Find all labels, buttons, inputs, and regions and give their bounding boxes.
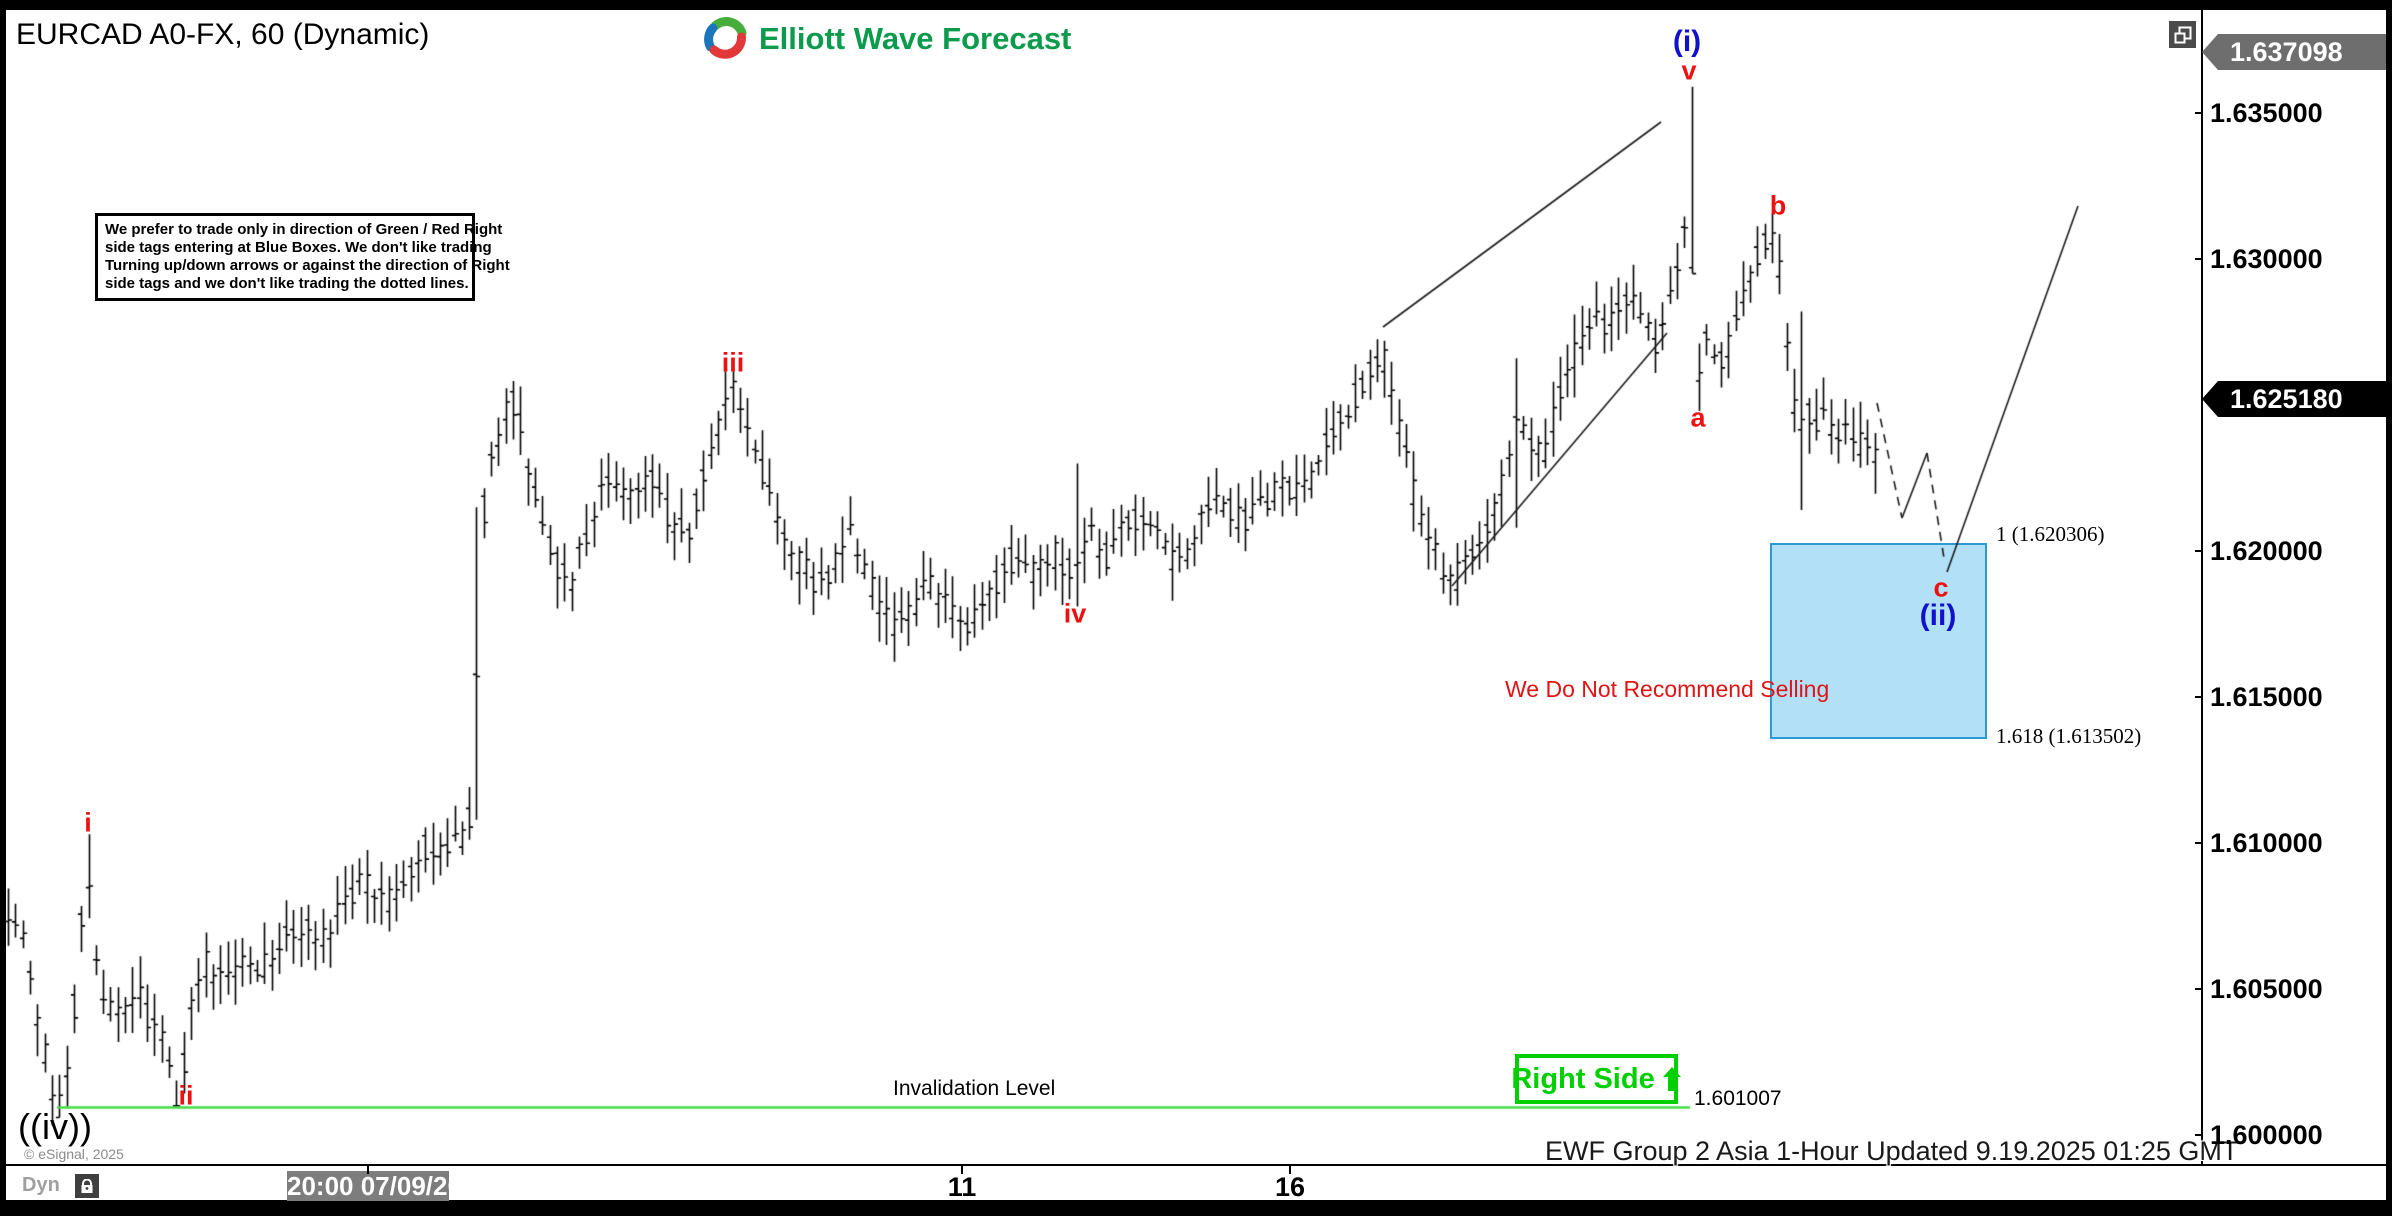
ewf-footer-note: EWF Group 2 Asia 1-Hour Updated 9.19.202…: [1545, 1136, 2239, 1166]
disclaimer-line: side tags and we don't like trading the …: [105, 275, 469, 292]
time-axis-label-11[interactable]: 11: [947, 1172, 977, 1202]
wave-label-b[interactable]: b: [1769, 190, 1787, 221]
right-side-label: Right Side: [1511, 1062, 1655, 1095]
esignal-copyright: © eSignal, 2025: [24, 1146, 124, 1162]
price-tick-mark: [2195, 1134, 2202, 1136]
up-arrow-icon: [1662, 1066, 1682, 1092]
price-tick-mark: [2195, 696, 2202, 698]
price-axis-label[interactable]: 1.615000: [2210, 682, 2323, 712]
brand-name: Elliott Wave Forecast: [759, 21, 1072, 56]
price-axis-label[interactable]: 1.605000: [2210, 974, 2323, 1004]
time-tick-mark: [961, 1166, 963, 1174]
wave-label-c[interactable]: c: [1933, 572, 1949, 603]
wave-label-iii[interactable]: iii: [721, 347, 745, 378]
session-high-tag: 1.637098: [2202, 34, 2386, 70]
degree-label: ((iv)): [18, 1106, 92, 1147]
price-axis-label[interactable]: 1.630000: [2210, 244, 2323, 274]
last-price-tag: 1.625180: [2202, 381, 2386, 417]
no-sell-warning: We Do Not Recommend Selling: [1505, 676, 1830, 702]
wave-label-iv[interactable]: iv: [1063, 598, 1087, 629]
time-tick-mark: [367, 1166, 369, 1174]
lock-icon[interactable]: [75, 1174, 99, 1198]
price-axis-label[interactable]: 1.620000: [2210, 536, 2323, 566]
price-axis-label[interactable]: 1.635000: [2210, 98, 2323, 128]
price-tick-mark: [2195, 988, 2202, 990]
time-axis-divider: [6, 1164, 2386, 1166]
time-tick-mark: [1289, 1166, 1291, 1174]
brand-logo: Elliott Wave Forecast: [703, 16, 1071, 62]
session-date-tag: 20:00 07/09/2025: [287, 1171, 491, 1201]
wave-label-i[interactable]: i: [84, 807, 92, 838]
fib-label-top: 1 (1.620306): [1996, 522, 2105, 546]
disclaimer-line: side tags entering at Blue Boxes. We don…: [105, 239, 492, 256]
fib-label-bottom: 1.618 (1.613502): [1996, 724, 2142, 748]
disclaimer-line: We prefer to trade only in direction of …: [105, 221, 503, 238]
right-side-tag[interactable]: Right Side: [1511, 1054, 1681, 1104]
price-axis-divider: [2201, 10, 2203, 1166]
dyn-mode-label: Dyn: [22, 1174, 60, 1196]
wave-label-parens-i[interactable]: (i): [1672, 25, 1702, 58]
time-axis-label-16[interactable]: 16: [1274, 1172, 1306, 1202]
price-tick-mark: [2195, 550, 2202, 552]
restore-window-icon[interactable]: [2169, 21, 2196, 48]
price-tick-mark: [2195, 258, 2202, 260]
price-tick-mark: [2195, 112, 2202, 114]
brand-swirl-icon: [703, 16, 749, 62]
invalidation-price-label: 1.601007: [1694, 1087, 1782, 1110]
price-tick-mark: [2195, 842, 2202, 844]
price-axis-label[interactable]: 1.600000: [2210, 1120, 2323, 1150]
wave-label-parens-ii[interactable]: (ii): [1919, 599, 1957, 632]
invalidation-level-label: Invalidation Level: [893, 1077, 1056, 1100]
price-axis-label[interactable]: 1.610000: [2210, 828, 2323, 858]
wave-label-a[interactable]: a: [1690, 402, 1706, 433]
disclaimer-box[interactable]: We prefer to trade only in direction of …: [95, 213, 510, 301]
wave-label-ii[interactable]: ii: [178, 1080, 194, 1111]
wave-label-v[interactable]: v: [1681, 55, 1697, 86]
disclaimer-line: Turning up/down arrows or against the di…: [105, 257, 510, 274]
symbol-title: EURCAD A0-FX, 60 (Dynamic): [16, 18, 430, 51]
